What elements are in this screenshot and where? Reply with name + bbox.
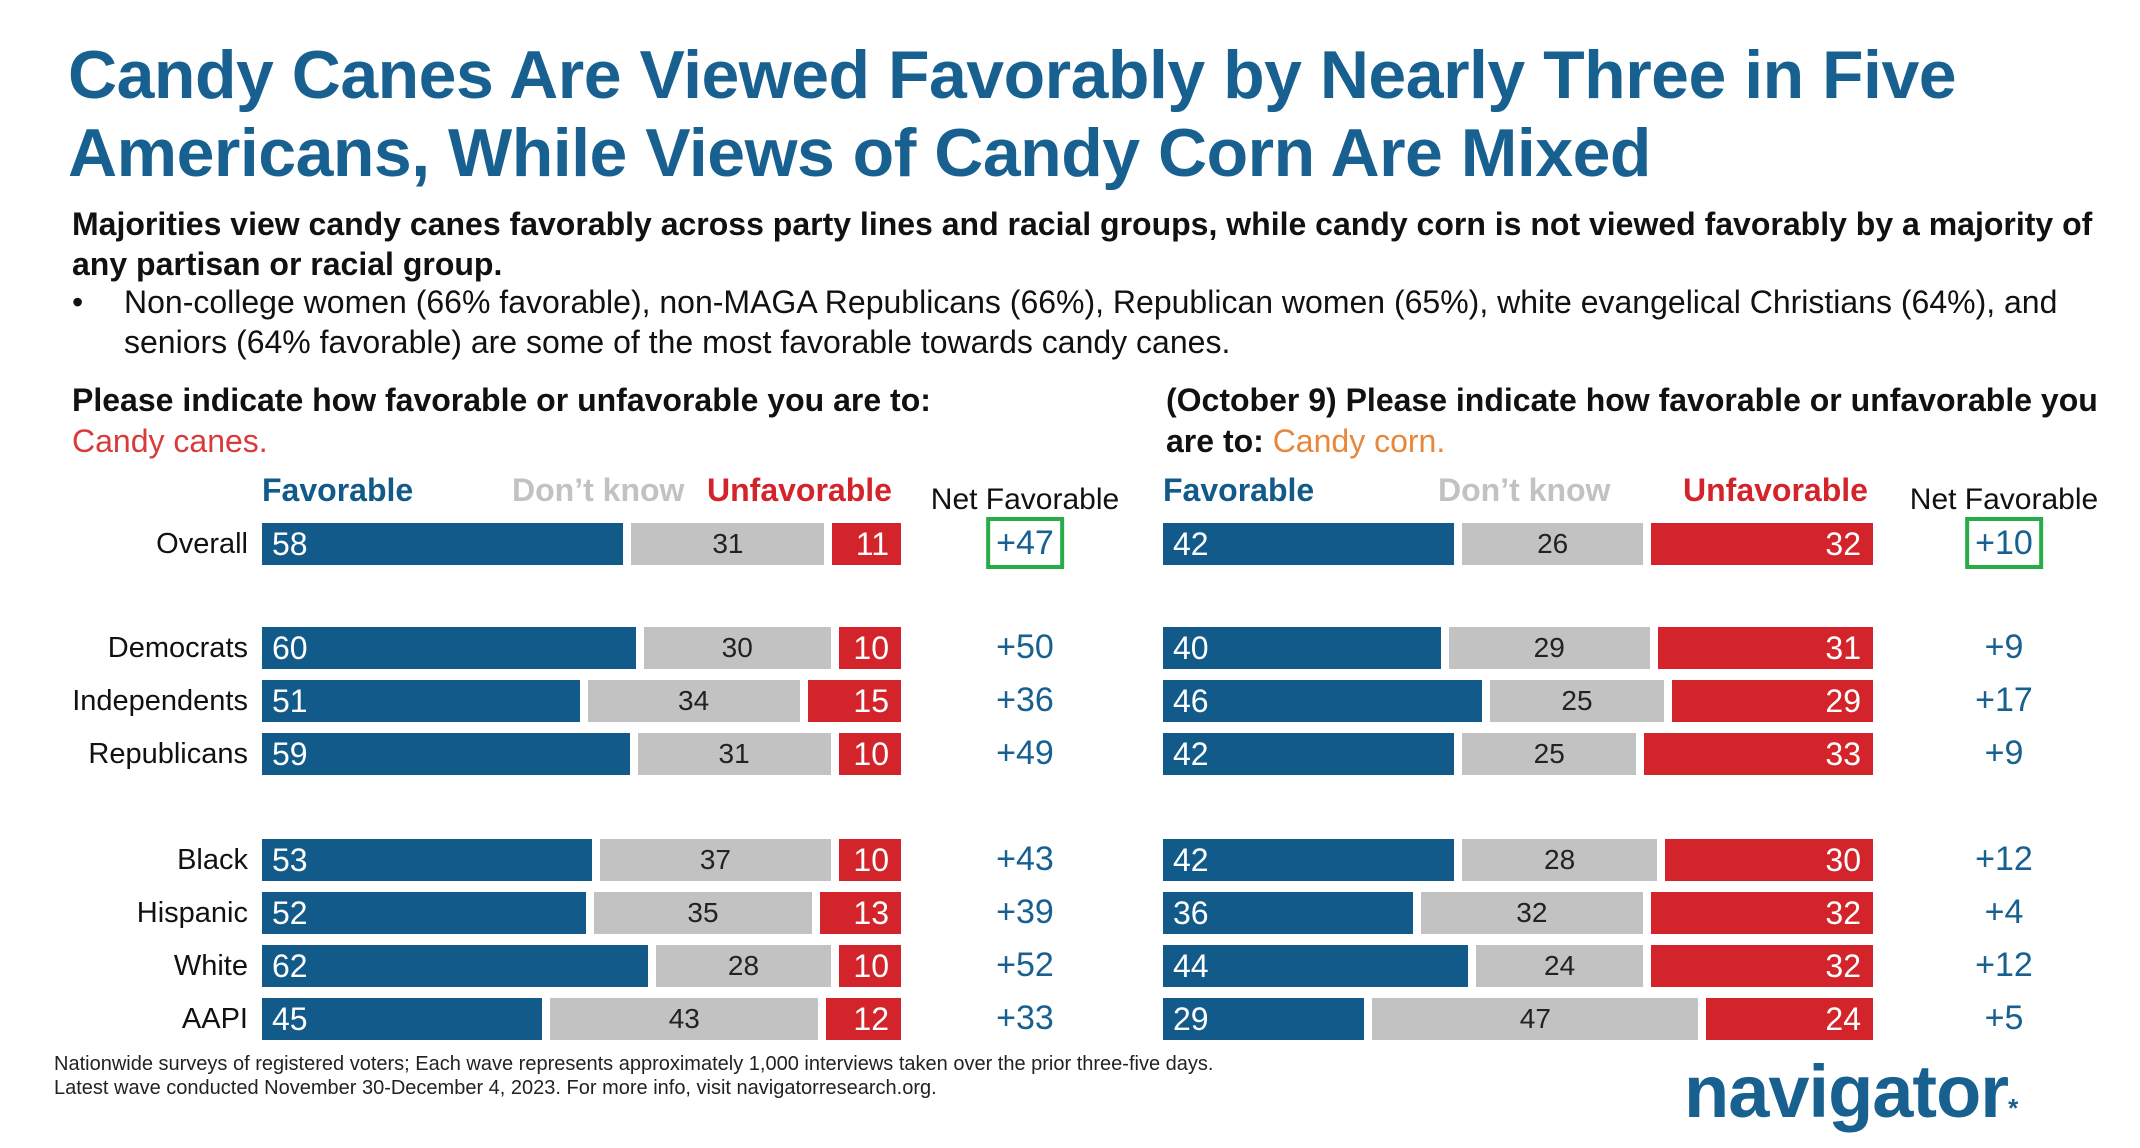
bar-unfavorable: 33 <box>1643 733 1873 775</box>
bar-dont-know: 26 <box>1462 523 1643 565</box>
legend-unfavorable: Unfavorable <box>707 472 892 508</box>
bar-unfavorable: 10 <box>838 945 901 987</box>
bar-dont-know: 43 <box>550 998 819 1040</box>
row-label: Hispanic <box>136 897 248 929</box>
bar-favorable: 53 <box>262 839 593 881</box>
legend-favorable: Favorable <box>262 472 414 508</box>
footnote-line-1: Nationwide surveys of registered voters;… <box>54 1053 1214 1075</box>
row-label: AAPI <box>181 1003 248 1035</box>
net-favorable-value: +10 <box>1965 517 2043 569</box>
net-favorable-value: +4 <box>1984 893 2024 931</box>
bar-dont-know: 25 <box>1490 680 1664 722</box>
bar-favorable: 45 <box>262 998 543 1040</box>
bar-unfavorable: 31 <box>1657 627 1873 669</box>
bar-dont-know: 31 <box>631 523 825 565</box>
bullet-text: Non-college women (66% favorable), non-M… <box>124 284 2058 360</box>
legend-unfavorable: Unfavorable <box>1683 472 1868 508</box>
bar-favorable: 44 <box>1163 945 1469 987</box>
bar-dont-know: 28 <box>1462 839 1657 881</box>
net-favorable-value: +9 <box>1984 734 2024 772</box>
net-favorable-value: +47 <box>986 517 1064 569</box>
bar-unfavorable: 12 <box>826 998 901 1040</box>
net-favorable-value: +43 <box>996 840 1054 878</box>
bar-unfavorable: 10 <box>838 627 901 669</box>
legend-dont-know: Don’t know <box>1438 472 1611 508</box>
logo-text: navigator <box>1684 1050 2009 1133</box>
bar-dont-know: 35 <box>593 892 812 934</box>
row-label: Independents <box>72 685 248 717</box>
net-favorable-value: +33 <box>996 999 1054 1037</box>
bar-dont-know: 37 <box>600 839 831 881</box>
row-label: Republicans <box>88 738 248 770</box>
legend-favorable: Favorable <box>1163 472 1315 508</box>
net-favorable-value: +52 <box>996 946 1054 984</box>
legend-net-favorable: Net Favorable <box>930 483 1120 516</box>
bar-favorable: 42 <box>1163 523 1455 565</box>
bar-dont-know: 32 <box>1420 892 1643 934</box>
bar-favorable: 40 <box>1163 627 1441 669</box>
bar-favorable: 62 <box>262 945 649 987</box>
footnote-line-2: Latest wave conducted November 30-Decemb… <box>54 1077 937 1099</box>
bar-dont-know: 47 <box>1372 998 1699 1040</box>
bullet-point: • Non-college women (66% favorable), non… <box>72 282 2112 362</box>
right-question-item: Candy corn. <box>1272 423 1446 459</box>
left-question-item: Candy canes. <box>72 423 268 459</box>
row-label: Black <box>177 844 248 876</box>
bar-unfavorable: 29 <box>1671 680 1873 722</box>
bar-favorable: 36 <box>1163 892 1413 934</box>
bar-favorable: 29 <box>1163 998 1365 1040</box>
net-favorable-value: +17 <box>1975 681 2033 719</box>
bar-unfavorable: 32 <box>1650 945 1873 987</box>
bar-unfavorable: 15 <box>807 680 901 722</box>
right-chart-question: (October 9) Please indicate how favorabl… <box>1166 380 2126 462</box>
bar-dont-know: 34 <box>587 680 800 722</box>
net-favorable-value: +9 <box>1984 628 2024 666</box>
bar-favorable: 60 <box>262 627 636 669</box>
bar-unfavorable: 13 <box>820 892 901 934</box>
left-chart-question: Please indicate how favorable or unfavor… <box>72 380 1032 462</box>
bar-favorable: 42 <box>1163 733 1455 775</box>
bar-unfavorable: 24 <box>1706 998 1873 1040</box>
bar-dont-know: 30 <box>643 627 831 669</box>
bar-unfavorable: 30 <box>1664 839 1873 881</box>
net-favorable-value: +36 <box>996 681 1054 719</box>
bar-favorable: 46 <box>1163 680 1483 722</box>
legend-dont-know: Don’t know <box>512 472 685 508</box>
left-question-text: Please indicate how favorable or unfavor… <box>72 382 931 418</box>
bar-favorable: 52 <box>262 892 586 934</box>
navigator-logo: navigator* <box>1684 1050 2018 1148</box>
bar-unfavorable: 10 <box>838 839 901 881</box>
footnote: Nationwide surveys of registered voters;… <box>54 1052 1454 1100</box>
bar-dont-know: 31 <box>637 733 831 775</box>
bar-dont-know: 29 <box>1448 627 1650 669</box>
net-favorable-value: +12 <box>1975 946 2033 984</box>
bar-unfavorable: 32 <box>1650 523 1873 565</box>
bar-unfavorable: 32 <box>1650 892 1873 934</box>
bar-favorable: 42 <box>1163 839 1455 881</box>
net-favorable-value: +39 <box>996 893 1054 931</box>
logo-star-icon: * <box>2008 1093 2018 1123</box>
bar-dont-know: 28 <box>656 945 831 987</box>
page-title: Candy Canes Are Viewed Favorably by Near… <box>68 37 1957 191</box>
net-favorable-value: +5 <box>1984 999 2024 1037</box>
legend-net-favorable: Net Favorable <box>1909 483 2099 516</box>
bar-unfavorable: 10 <box>838 733 901 775</box>
bar-dont-know: 24 <box>1476 945 1643 987</box>
row-label: White <box>173 950 248 982</box>
bar-favorable: 58 <box>262 523 624 565</box>
subtitle: Majorities view candy canes favorably ac… <box>72 206 2093 282</box>
row-label: Democrats <box>107 632 248 664</box>
bar-favorable: 51 <box>262 680 580 722</box>
right-question-text: (October 9) Please indicate how favorabl… <box>1166 382 2098 459</box>
net-favorable-value: +49 <box>996 734 1054 772</box>
bar-unfavorable: 11 <box>832 523 901 565</box>
row-label: Overall <box>156 528 248 560</box>
bar-favorable: 59 <box>262 733 630 775</box>
net-favorable-value: +50 <box>996 628 1054 666</box>
net-favorable-value: +12 <box>1975 840 2033 878</box>
bullet-marker: • <box>72 284 84 320</box>
bar-dont-know: 25 <box>1462 733 1636 775</box>
